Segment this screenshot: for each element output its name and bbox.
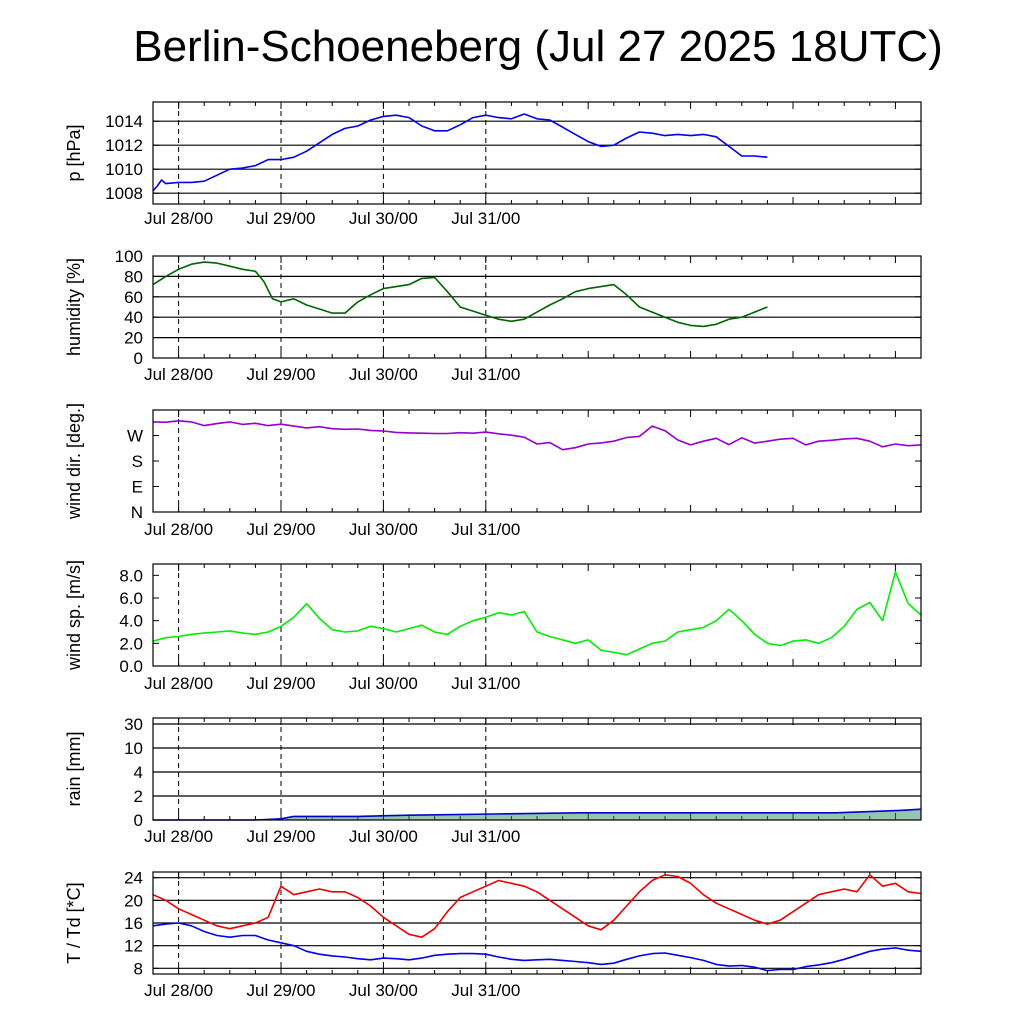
y-tick-label: 0.0 xyxy=(119,657,143,676)
y-tick-label: 16 xyxy=(124,914,143,933)
rain-line xyxy=(153,808,922,821)
y-tick-label: E xyxy=(132,478,143,497)
y-tick-label: 80 xyxy=(124,267,143,286)
x-tick-label: Jul 31/00 xyxy=(451,209,520,228)
panel-frame xyxy=(152,255,922,359)
chart-title: Berlin-Schoeneberg (Jul 27 2025 18UTC) xyxy=(133,22,943,71)
panel-frame xyxy=(152,717,922,821)
x-tick-label: Jul 28/00 xyxy=(144,209,213,228)
x-tick-label: Jul 31/00 xyxy=(451,981,520,1000)
y-tick-label: N xyxy=(131,503,143,522)
y-tick-label: 1014 xyxy=(105,112,143,131)
y-tick-label: 2 xyxy=(134,787,143,806)
x-tick-label: Jul 30/00 xyxy=(349,827,418,846)
x-tick-label: Jul 31/00 xyxy=(451,365,520,384)
pressure-line xyxy=(152,113,768,192)
x-tick-label: Jul 29/00 xyxy=(247,520,316,539)
y-tick-label: 30 xyxy=(124,715,143,734)
y-tick-label: 1010 xyxy=(105,160,143,179)
y-tick-label: 40 xyxy=(124,308,143,327)
temperature-line xyxy=(152,873,922,939)
y-tick-label: 8.0 xyxy=(119,566,143,585)
x-tick-label: Jul 29/00 xyxy=(247,674,316,693)
y-tick-label: 24 xyxy=(124,869,143,888)
y-axis-label: humidity [%] xyxy=(64,258,84,356)
x-tick-label: Jul 28/00 xyxy=(144,827,213,846)
x-tick-label: Jul 29/00 xyxy=(247,827,316,846)
panel-frame xyxy=(152,101,922,205)
y-tick-label: W xyxy=(127,427,143,446)
y-tick-label: S xyxy=(132,452,143,471)
y-tick-label: 2.0 xyxy=(119,634,143,653)
x-tick-label: Jul 31/00 xyxy=(451,520,520,539)
x-tick-label: Jul 28/00 xyxy=(144,520,213,539)
y-tick-label: 20 xyxy=(124,329,143,348)
x-tick-label: Jul 30/00 xyxy=(349,365,418,384)
x-tick-label: Jul 30/00 xyxy=(349,209,418,228)
y-tick-label: 4 xyxy=(134,763,143,782)
y-tick-label: 0 xyxy=(134,349,143,368)
panel-frame xyxy=(152,409,922,513)
wind_speed-line xyxy=(152,571,922,656)
panel-frame xyxy=(152,871,922,975)
y-tick-label: 0 xyxy=(134,811,143,830)
x-tick-label: Jul 29/00 xyxy=(247,209,316,228)
y-tick-label: 20 xyxy=(124,891,143,910)
y-tick-label: 60 xyxy=(124,288,143,307)
y-tick-label: 12 xyxy=(124,937,143,956)
y-axis-label: T / Td [*C] xyxy=(64,882,84,963)
wind_dir-line xyxy=(152,419,922,451)
y-tick-label: 100 xyxy=(115,247,143,266)
y-tick-label: 8 xyxy=(134,959,143,978)
x-tick-label: Jul 31/00 xyxy=(451,827,520,846)
y-axis-label: p [hPa] xyxy=(64,124,84,181)
x-tick-label: Jul 31/00 xyxy=(451,674,520,693)
y-axis-label: wind dir. [deg.] xyxy=(64,403,84,520)
y-tick-label: 1012 xyxy=(105,136,143,155)
y-axis-label: rain [mm] xyxy=(64,731,84,806)
humidity-line xyxy=(152,261,768,328)
x-tick-label: Jul 28/00 xyxy=(144,365,213,384)
x-tick-label: Jul 28/00 xyxy=(144,981,213,1000)
y-tick-label: 10 xyxy=(124,739,143,758)
y-tick-label: 4.0 xyxy=(119,612,143,631)
x-tick-label: Jul 30/00 xyxy=(349,520,418,539)
x-tick-label: Jul 30/00 xyxy=(349,981,418,1000)
y-tick-label: 6.0 xyxy=(119,589,143,608)
rain-area xyxy=(153,809,921,820)
dewpoint-line xyxy=(152,922,922,972)
x-tick-label: Jul 29/00 xyxy=(247,365,316,384)
panel-frame xyxy=(152,563,922,667)
x-tick-label: Jul 30/00 xyxy=(349,674,418,693)
x-tick-label: Jul 29/00 xyxy=(247,981,316,1000)
y-axis-label: wind sp. [m/s] xyxy=(64,560,84,671)
x-tick-label: Jul 28/00 xyxy=(144,674,213,693)
y-tick-label: 1008 xyxy=(105,184,143,203)
